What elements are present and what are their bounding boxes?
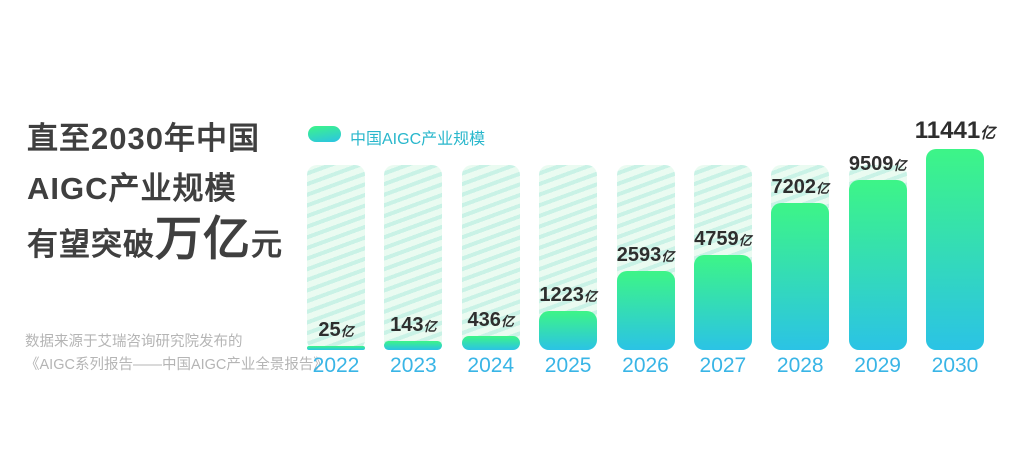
x-axis-label-2024: 2024	[467, 354, 515, 377]
bar-value-label-2027: 4759亿	[694, 229, 752, 249]
bar-column-2023: 143亿 2023	[384, 150, 443, 377]
bar-value-number: 143	[390, 314, 424, 336]
bar-value-unit: 亿	[815, 181, 830, 196]
source-line-1: 数据来源于艾瑞咨询研究院发布的	[25, 334, 243, 350]
bar-value-unit: 亿	[738, 233, 752, 248]
bar-value-label-2022: 25亿	[318, 320, 353, 340]
bar-2026	[616, 271, 675, 350]
bar-value-unit: 亿	[340, 324, 354, 339]
bar-hatch-background	[384, 165, 443, 350]
bar-2028	[771, 203, 830, 350]
bar-2025	[539, 311, 598, 350]
bar-2029	[848, 180, 907, 350]
bar-value-unit: 亿	[500, 314, 514, 329]
bar-value-label-2026: 2593亿	[617, 245, 675, 265]
headline-highlight: 万亿	[155, 212, 251, 265]
source-line-2: 《AIGC系列报告——中国AIGC产业全景报告》	[25, 357, 328, 373]
bar-column-2024: 436亿 2024	[461, 150, 520, 377]
bar-column-2030: 11441亿 2030	[915, 119, 995, 377]
bar-value-unit: 亿	[893, 158, 907, 173]
headline-line-1: 直至2030年中国	[27, 121, 260, 156]
bar-value-number: 11441	[914, 117, 981, 144]
bar-value-unit: 亿	[423, 319, 437, 334]
bar-column-2025: 1223亿 2025	[539, 150, 598, 377]
bar-hatch-background	[307, 165, 365, 350]
bar-2023	[384, 341, 443, 350]
headline-line-3: 有望突破万亿元	[27, 214, 283, 270]
headline-line-2: AIGC产业规模	[27, 171, 237, 206]
bar-2030	[926, 149, 984, 350]
bar-value-number: 25	[318, 319, 341, 341]
bar-value-label-2030: 11441亿	[915, 119, 995, 143]
bar-2024	[461, 336, 520, 350]
bar-value-label-2023: 143亿	[390, 315, 436, 335]
bar-value-unit: 亿	[980, 125, 996, 142]
x-axis-label-2025: 2025	[544, 354, 592, 377]
bar-value-number: 7202	[771, 176, 816, 198]
x-axis-label-2027: 2027	[699, 354, 747, 377]
headline-line-3-prefix: 有望突破	[27, 227, 155, 262]
x-axis-label-2022: 2022	[312, 354, 360, 377]
bar-value-unit: 亿	[583, 289, 597, 304]
headline-line-3-suffix: 元	[251, 227, 283, 262]
bar-chart: 25亿 2022 143亿 2023 436亿 2024 1223亿 2025 2593亿 202…	[307, 119, 995, 377]
bar-value-label-2024: 436亿	[468, 310, 514, 330]
legend-label: 中国AIGC产业规模	[350, 131, 486, 148]
bar-value-unit: 亿	[661, 249, 675, 264]
bar-column-2029: 9509亿 2029	[848, 150, 907, 377]
bar-hatch-background	[461, 165, 520, 350]
legend-swatch-icon	[308, 126, 341, 142]
bar-value-number: 2593	[616, 244, 662, 266]
x-axis-label-2029: 2029	[854, 354, 901, 377]
bar-value-number: 9509	[848, 153, 894, 175]
bar-value-label-2028: 7202亿	[771, 177, 829, 197]
bar-value-number: 4759	[694, 228, 739, 250]
bar-value-number: 436	[467, 309, 501, 331]
bar-2022	[307, 346, 365, 350]
bar-column-2028: 7202亿 2028	[771, 150, 830, 377]
bar-value-number: 1223	[539, 284, 584, 306]
x-axis-label-2030: 2030	[931, 354, 979, 377]
bar-column-2022: 25亿 2022	[307, 150, 365, 376]
x-axis-label-2026: 2026	[622, 354, 669, 377]
source-note: 数据来源于艾瑞咨询研究院发布的 《AIGC系列报告——中国AIGC产业全景报告》	[25, 331, 328, 377]
bar-value-label-2029: 9509亿	[849, 154, 907, 174]
bar-value-label-2025: 1223亿	[539, 285, 597, 305]
bar-2027	[693, 255, 752, 350]
bar-column-2027: 4759亿 2027	[693, 150, 752, 377]
headline: 直至2030年中国 AIGC产业规模 有望突破万亿元	[27, 114, 283, 270]
x-axis-label-2023: 2023	[390, 354, 437, 377]
x-axis-label-2028: 2028	[776, 354, 824, 377]
bar-column-2026: 2593亿 2026	[616, 150, 675, 377]
